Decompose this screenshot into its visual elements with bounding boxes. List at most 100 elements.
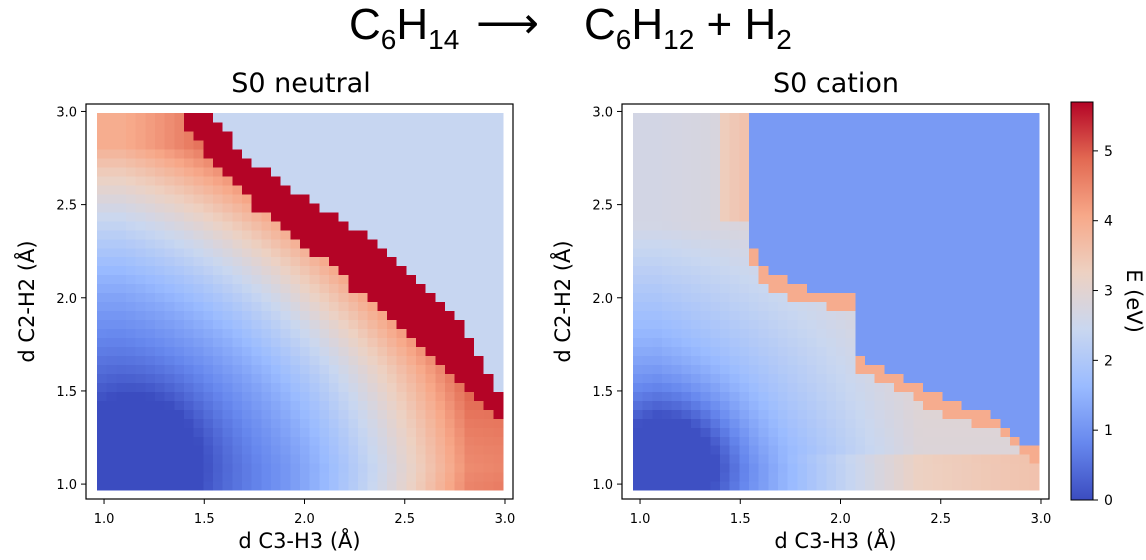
- heatmap-cell: [213, 292, 224, 303]
- heatmap-cell: [445, 463, 456, 473]
- heatmap-cell: [435, 121, 446, 132]
- heatmap-cell: [710, 193, 721, 204]
- heatmap-cell: [642, 310, 653, 321]
- heatmap-cell: [884, 274, 895, 285]
- heatmap-cell: [222, 310, 233, 321]
- heatmap-cell: [193, 418, 204, 428]
- heatmap-cell: [990, 130, 1001, 141]
- heatmap-cell: [923, 472, 934, 482]
- heatmap-cell: [758, 121, 769, 132]
- heatmap-cell: [903, 364, 914, 374]
- heatmap-cell: [348, 139, 359, 150]
- heatmap-cell: [464, 346, 475, 356]
- heatmap-cell: [720, 319, 731, 330]
- heatmap-cell: [309, 238, 320, 249]
- heatmap-cell: [445, 355, 456, 365]
- heatmap-cell: [797, 202, 808, 213]
- heatmap-cell: [845, 193, 856, 204]
- heatmap-cell: [280, 121, 291, 132]
- heatmap-cell: [435, 247, 446, 258]
- heatmap-cell: [826, 418, 837, 428]
- x-tick-label: 2.5: [394, 512, 415, 527]
- heatmap-cell: [483, 481, 494, 491]
- heatmap-cell: [807, 418, 818, 428]
- heatmap-cell: [942, 328, 953, 339]
- heatmap-cell: [787, 121, 798, 132]
- heatmap-cell: [942, 292, 953, 303]
- heatmap-cell: [406, 247, 417, 258]
- heatmap-cell: [1010, 193, 1021, 204]
- heatmap-cell: [952, 157, 963, 168]
- heatmap-cell: [251, 283, 262, 294]
- heatmap-cell: [913, 148, 924, 159]
- heatmap-cell: [691, 310, 702, 321]
- heatmap-cell: [290, 139, 301, 150]
- heatmap-cell: [671, 382, 682, 392]
- heatmap-cell: [396, 400, 407, 410]
- heatmap-cell: [681, 310, 692, 321]
- heatmap-cell: [932, 481, 943, 491]
- heatmap-cell: [990, 139, 1001, 150]
- heatmap-cell: [855, 166, 866, 177]
- heatmap-cell: [319, 319, 330, 330]
- heatmap-cell: [652, 463, 663, 473]
- heatmap-cell: [116, 229, 127, 240]
- heatmap-cell: [300, 382, 311, 392]
- heatmap-cell: [280, 139, 291, 150]
- heatmap-cell: [300, 184, 311, 195]
- heatmap-cell: [874, 130, 885, 141]
- heatmap-cell: [106, 238, 117, 249]
- heatmap-cell: [135, 409, 146, 419]
- heatmap-cell: [454, 139, 465, 150]
- heatmap-cell: [483, 328, 494, 339]
- heatmap-cell: [126, 463, 137, 473]
- heatmap-cell: [222, 113, 233, 123]
- heatmap-cell: [826, 454, 837, 464]
- heatmap-cell: [816, 113, 827, 123]
- heatmap-cell: [952, 238, 963, 249]
- heatmap-cell: [290, 166, 301, 177]
- heatmap-cell: [213, 265, 224, 276]
- heatmap-cell: [700, 121, 711, 132]
- heatmap-cell: [758, 346, 769, 356]
- heatmap-cell: [97, 256, 108, 267]
- heatmap-cell: [271, 113, 282, 123]
- heatmap-cell: [807, 274, 818, 285]
- heatmap-cell: [652, 310, 663, 321]
- heatmap-cell: [778, 364, 789, 374]
- heatmap-cell: [652, 436, 663, 446]
- heatmap-cell: [797, 409, 808, 419]
- heatmap-cell: [387, 256, 398, 267]
- heatmap-cell: [416, 166, 427, 177]
- heatmap-cell: [358, 373, 369, 383]
- heatmap-cell: [865, 427, 876, 437]
- heatmap-cell: [652, 346, 663, 356]
- heatmap-cell: [884, 427, 895, 437]
- heatmap-cell: [971, 454, 982, 464]
- heatmap-cell: [483, 454, 494, 464]
- heatmap-cell: [874, 319, 885, 330]
- heatmap-cell: [865, 121, 876, 132]
- heatmap-cell: [251, 220, 262, 231]
- heatmap-cell: [932, 148, 943, 159]
- heatmap-cell: [671, 409, 682, 419]
- heatmap-cell: [1019, 130, 1030, 141]
- heatmap-cell: [816, 157, 827, 168]
- heatmap-cell: [855, 436, 866, 446]
- heatmap-cell: [923, 211, 934, 222]
- heatmap-cell: [952, 247, 963, 258]
- heatmap-cell: [884, 220, 895, 231]
- heatmap-cell: [903, 391, 914, 401]
- heatmap-cell: [1019, 373, 1030, 383]
- heatmap-cell: [474, 130, 485, 141]
- heatmap-cell: [903, 121, 914, 132]
- heatmap-cell: [406, 445, 417, 455]
- heatmap-cell: [884, 139, 895, 150]
- heatmap-cell: [464, 472, 475, 482]
- heatmap-cell: [758, 130, 769, 141]
- heatmap-cell: [309, 157, 320, 168]
- heatmap-cell: [894, 310, 905, 321]
- heatmap-cell: [329, 175, 340, 186]
- heatmap-cell: [952, 436, 963, 446]
- heatmap-cell: [309, 382, 320, 392]
